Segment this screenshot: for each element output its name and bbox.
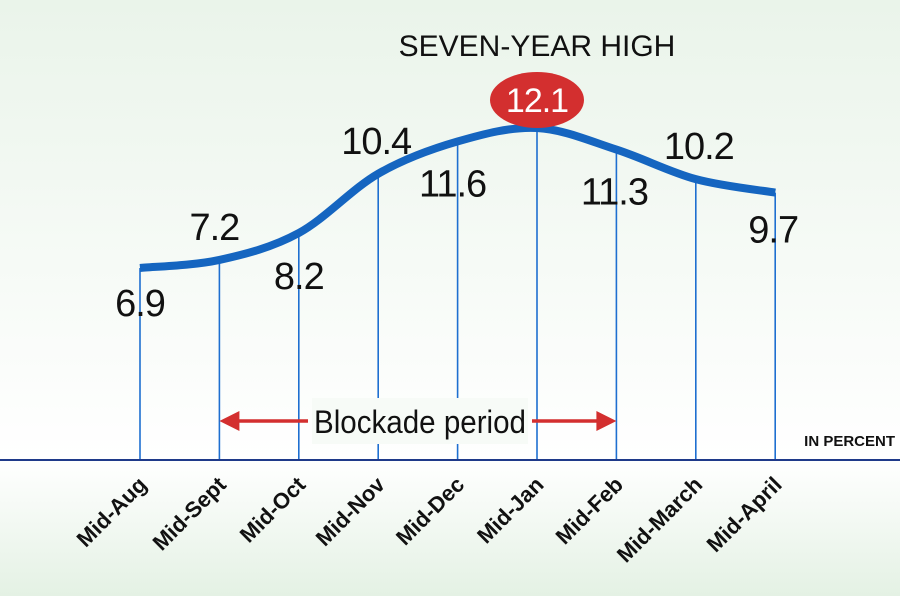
series-line xyxy=(139,123,776,272)
value-label-mid-march: 10.2 xyxy=(664,126,734,168)
peak-highlight-badge xyxy=(490,72,584,128)
unit-label: IN PERCENT xyxy=(804,433,895,450)
value-label-mid-sept: 7.2 xyxy=(189,207,239,249)
value-label-mid-nov: 10.4 xyxy=(341,121,412,163)
annotation-label-background xyxy=(312,398,528,444)
axis-background xyxy=(0,460,900,596)
value-label-mid-oct: 8.2 xyxy=(274,256,324,298)
plot-background xyxy=(0,0,900,460)
value-label-mid-dec: 11.6 xyxy=(419,163,486,205)
chart-title: SEVEN-YEAR HIGH xyxy=(399,30,676,63)
value-label-mid-aug: 6.9 xyxy=(115,283,165,325)
value-label-peak: 12.1 xyxy=(506,82,568,120)
value-label-mid-feb: 11.3 xyxy=(581,172,648,214)
value-label-mid-april: 9.7 xyxy=(748,210,798,252)
annotation-arrowhead-left xyxy=(219,411,240,431)
annotation-arrowhead-right xyxy=(596,411,617,431)
annotation-label: Blockade period xyxy=(314,404,526,440)
